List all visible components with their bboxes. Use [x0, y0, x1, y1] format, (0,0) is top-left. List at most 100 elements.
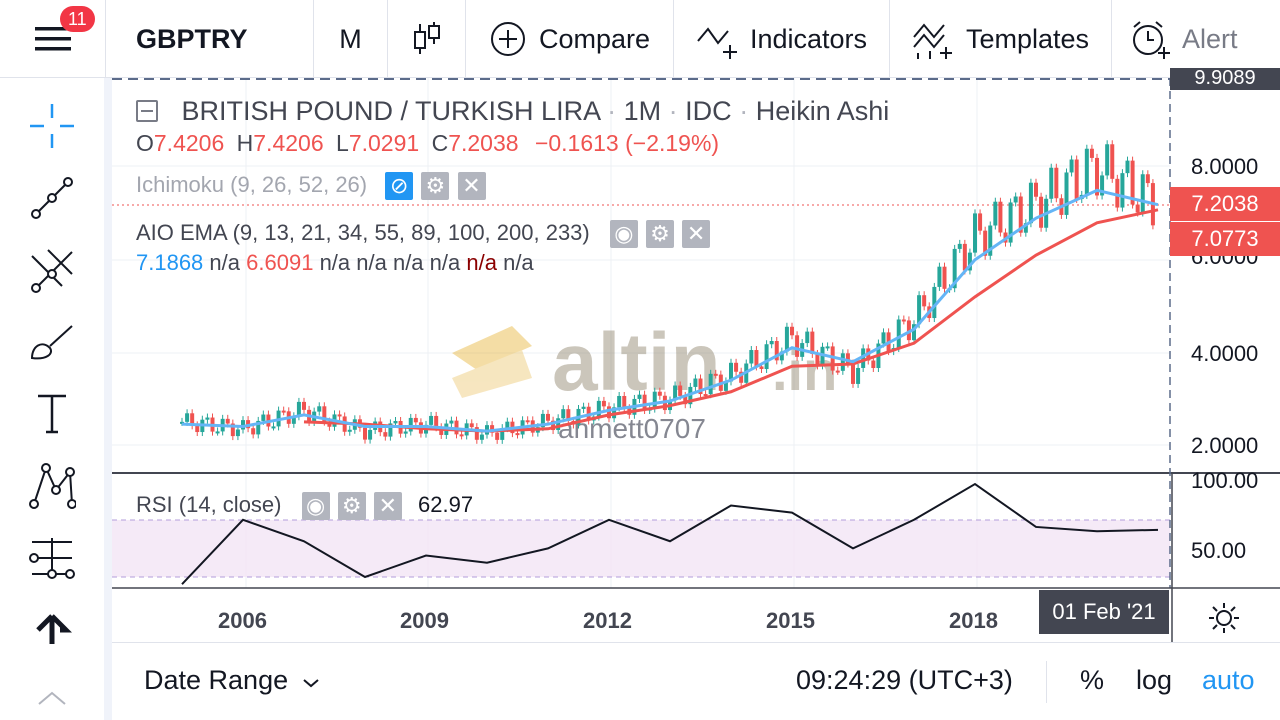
chevron-down-icon: [302, 679, 319, 688]
ema-value-1: 7.1868: [136, 250, 204, 275]
ema-values: 7.1868 n/a 6.6091 n/a n/a n/a n/a n/a n/…: [136, 250, 534, 276]
pitchfork-icon: [31, 249, 73, 293]
rsi-tick: 50.00: [1191, 538, 1247, 563]
current-price-label: 7.2038: [1170, 187, 1280, 221]
symbol-legend: BRITISH POUND / TURKISH LIRA · 1M · IDC …: [136, 96, 889, 127]
grid: [112, 78, 1170, 588]
arrow-up-icon: [36, 614, 72, 644]
pitchfork-tool[interactable]: [22, 242, 82, 298]
ohlc-legend: O7.4206 H7.4206 L7.0291 C7.2038 −0.1613 …: [136, 130, 719, 157]
symbol-search-button[interactable]: GBPTRY: [112, 0, 314, 78]
hamburger-icon: [34, 27, 71, 51]
indicators-icon: [697, 27, 737, 59]
log-scale-toggle[interactable]: log: [1136, 665, 1173, 695]
price-series: [180, 140, 1159, 444]
crosshair-icon: [30, 104, 74, 148]
measure-icon: [29, 538, 75, 579]
compare-label: Compare: [538, 23, 651, 54]
rsi-band: [112, 520, 1170, 577]
percent-scale-toggle[interactable]: %: [1080, 665, 1105, 695]
trend-line-tool[interactable]: [22, 170, 82, 226]
templates-icon: [913, 23, 952, 59]
close-icon[interactable]: ✕: [457, 172, 486, 201]
pattern-icon: [29, 463, 76, 509]
clock-readout[interactable]: 09:24:29 (UTC+3): [796, 665, 1013, 695]
text-tool[interactable]: [22, 386, 82, 442]
indicators-button[interactable]: Indicators: [674, 0, 890, 78]
rsi-legend: RSI (14, close) ◉ ⚙ ✕ 62.97: [136, 492, 473, 521]
legend-sep: ·: [668, 96, 678, 126]
watermark-user: ahmett0707: [558, 413, 706, 444]
collapse-toolbar-button[interactable]: [22, 678, 82, 718]
high-value: 7.4206: [253, 130, 324, 156]
auto-scale-toggle[interactable]: auto: [1202, 665, 1255, 695]
visibility-off-icon[interactable]: ⊘: [385, 172, 414, 201]
ema-value-5: n/a: [466, 250, 497, 275]
chart-canvas[interactable]: altin .in ahmett0707: [112, 78, 1280, 642]
legend-exchange: IDC: [685, 96, 732, 126]
brush-tool[interactable]: [22, 314, 82, 370]
brush-icon: [30, 325, 73, 360]
measure-tool[interactable]: [22, 530, 82, 586]
plus-circle-icon: [490, 22, 525, 56]
crosshair-date-label: 01 Feb '21: [1039, 590, 1169, 634]
time-tick: 2009: [400, 608, 449, 633]
text-icon: [38, 394, 66, 434]
rsi-title: RSI (14, close): [136, 492, 282, 517]
rsi-tick: 100.00: [1191, 468, 1259, 493]
chart-type-button[interactable]: [388, 0, 466, 78]
price-tick: 8.0000: [1191, 154, 1259, 179]
pattern-tool[interactable]: [22, 458, 82, 514]
ichimoku-legend: Ichimoku (9, 26, 52, 26) ⊘ ⚙ ✕: [136, 172, 486, 201]
watermark-brand: altin: [552, 317, 721, 408]
trend-line-icon: [31, 177, 73, 219]
menu-button[interactable]: 11: [0, 0, 106, 78]
compare-button[interactable]: Compare: [466, 0, 674, 78]
notification-badge: 11: [60, 6, 95, 32]
top-toolbar: 11 GBPTRY M Compare Indicators Templates…: [0, 0, 1280, 78]
templates-button[interactable]: Templates: [890, 0, 1112, 78]
close-value: 7.2038: [448, 130, 519, 156]
gear-icon[interactable]: ⚙: [646, 220, 674, 249]
chart-area[interactable]: altin .in ahmett0707 BRITISH POUND / TUR…: [112, 67, 1280, 642]
scroll-up-button[interactable]: [22, 602, 82, 658]
crosshair-tool[interactable]: [22, 98, 82, 154]
open-value: 7.4206: [153, 130, 225, 156]
legend-title: BRITISH POUND / TURKISH LIRA: [181, 96, 600, 126]
eye-icon[interactable]: ◉: [301, 492, 330, 521]
candles-icon: [413, 22, 440, 54]
alarm-clock-icon: [1133, 21, 1170, 59]
ema-fast-line: [181, 188, 1159, 433]
date-range-button[interactable]: Date Range: [144, 665, 320, 696]
close-icon[interactable]: ✕: [682, 220, 711, 249]
alert-button[interactable]: Alert: [1112, 0, 1280, 78]
high-price-label: 9.9089: [1170, 67, 1280, 90]
ichimoku-title: Ichimoku (9, 26, 52, 26): [136, 172, 368, 197]
close-icon[interactable]: ✕: [373, 492, 402, 521]
time-tick: 2006: [218, 608, 267, 633]
sun-icon: [1209, 603, 1239, 633]
toolbar-divider: [104, 78, 112, 720]
interval-button[interactable]: M: [314, 0, 388, 78]
collapse-legend-icon[interactable]: [136, 99, 158, 122]
divider: [1046, 661, 1047, 703]
legend-sep: ·: [739, 96, 749, 126]
price-tick: 2.0000: [1191, 433, 1259, 458]
low-label: L: [336, 130, 349, 156]
ema-value-3: 6.6091: [246, 250, 314, 275]
ema-title: AIO EMA (9, 13, 21, 34, 55, 89, 100, 200…: [136, 220, 590, 245]
gear-icon[interactable]: ⚙: [421, 172, 450, 201]
date-range-label: Date Range: [144, 665, 289, 695]
gear-icon[interactable]: ⚙: [337, 492, 366, 521]
legend-style: Heikin Ashi: [755, 96, 890, 126]
eye-icon[interactable]: ◉: [609, 220, 638, 249]
chevron-up-icon: [38, 691, 66, 705]
ema-value-4: n/a n/a n/a n/a: [319, 250, 461, 275]
bottom-toolbar: Date Range 09:24:29 (UTC+3) % log auto: [112, 642, 1280, 720]
time-tick: 2012: [583, 608, 632, 633]
indicators-label: Indicators: [749, 23, 868, 54]
price-tick: 4.0000: [1191, 341, 1259, 366]
chart-settings-button[interactable]: [1202, 598, 1246, 638]
templates-label: Templates: [965, 23, 1090, 54]
ema-price-label: 7.0773: [1170, 222, 1280, 256]
